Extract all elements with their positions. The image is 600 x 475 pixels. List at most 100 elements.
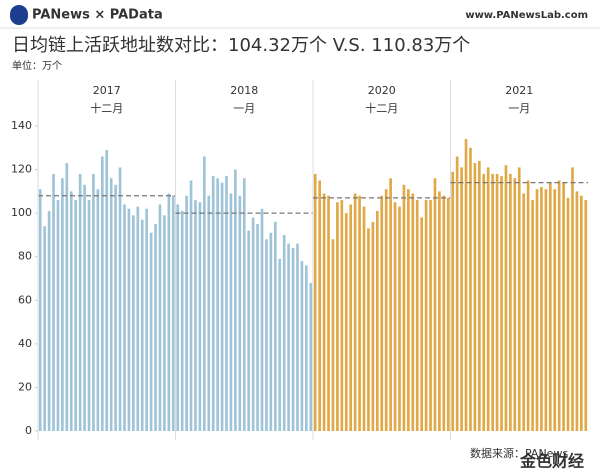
bar (544, 189, 548, 431)
bar (500, 176, 503, 431)
bar (296, 243, 299, 431)
bar (336, 202, 339, 431)
bar (211, 176, 215, 431)
bar (300, 261, 304, 431)
bar (216, 178, 219, 431)
panel-year: 2018 (230, 84, 258, 97)
bar (451, 171, 455, 431)
bar (189, 180, 193, 431)
bar (540, 187, 543, 431)
brand: PANews × PAData (32, 8, 163, 23)
bar (340, 200, 344, 431)
bar (127, 208, 131, 431)
bar (260, 208, 264, 431)
bar (535, 189, 539, 431)
bar (566, 197, 570, 431)
source: 数据来源：PANews (470, 446, 568, 460)
bar (313, 173, 317, 431)
bar (278, 258, 282, 431)
bar (265, 239, 268, 431)
bar (282, 234, 286, 431)
bar (256, 224, 259, 431)
bar (557, 180, 561, 431)
bar (234, 169, 237, 432)
bar (433, 178, 437, 431)
bar (109, 178, 113, 431)
bar (522, 193, 526, 431)
bar (247, 230, 251, 431)
logo (10, 5, 28, 25)
y-tick-label: 0 (25, 424, 32, 437)
bar (198, 202, 202, 431)
bar (87, 200, 91, 431)
bar (114, 184, 117, 431)
bar (238, 195, 242, 431)
bar (398, 206, 401, 431)
bar (65, 163, 69, 432)
bar (469, 147, 472, 432)
bar (100, 156, 104, 431)
bar (509, 173, 512, 431)
bar (136, 206, 140, 431)
bar (548, 182, 552, 431)
panel-month: 一月 (233, 102, 255, 115)
bar (69, 191, 73, 431)
bar (371, 221, 375, 431)
bar (389, 178, 392, 431)
bar (562, 182, 565, 431)
chart-title: 日均链上活跃地址数对比：104.32万个 V.S. 110.83万个 (12, 35, 470, 56)
bar (424, 200, 428, 431)
bar (105, 149, 109, 431)
bar (273, 221, 277, 431)
bar (344, 213, 348, 431)
bar (242, 178, 246, 431)
bar (158, 204, 162, 431)
bar (526, 180, 530, 431)
bar (96, 189, 100, 431)
bar (362, 206, 366, 431)
bar (309, 282, 313, 431)
bar (446, 197, 450, 431)
bar (149, 232, 153, 431)
bar (229, 193, 233, 431)
bar (411, 193, 415, 431)
panel-year: 2021 (505, 84, 533, 97)
bar (327, 195, 330, 431)
bar (584, 200, 588, 431)
bar (269, 232, 273, 431)
bar (203, 156, 206, 431)
bar (305, 265, 308, 431)
bar (74, 200, 78, 431)
bar (455, 156, 459, 431)
bar (380, 195, 384, 431)
bar (513, 178, 517, 431)
bar (167, 193, 171, 431)
bar (163, 215, 166, 431)
bar (180, 210, 184, 431)
bar (47, 210, 51, 431)
bar (171, 195, 175, 431)
bar (43, 226, 46, 431)
bar (517, 167, 521, 431)
bar (118, 167, 122, 431)
bar (132, 215, 135, 431)
bar (251, 217, 255, 431)
site: www.PANewsLab.com (465, 10, 588, 21)
bar (473, 163, 477, 432)
bar (349, 204, 353, 431)
bar (38, 189, 42, 431)
bar (140, 219, 144, 431)
bar (207, 195, 211, 431)
y-tick-label: 120 (11, 163, 32, 176)
bar (429, 200, 432, 431)
bar (154, 224, 157, 431)
bar (353, 193, 357, 431)
bar (415, 200, 419, 431)
panel-month: 十二月 (90, 101, 123, 115)
bar (358, 195, 361, 431)
bar (393, 202, 397, 431)
bar (52, 173, 55, 431)
bar (402, 184, 406, 431)
bar (145, 208, 148, 431)
